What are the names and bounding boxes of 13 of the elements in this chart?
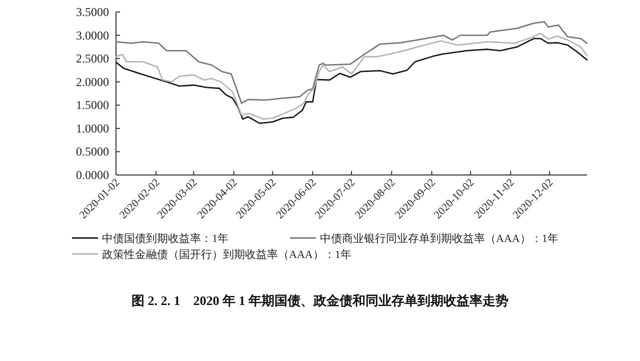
y-tick-label: 2.5000 [76, 52, 109, 66]
y-tick-label: 1.5000 [76, 98, 109, 112]
y-tick-label: 0.5000 [76, 144, 109, 159]
y-tick-label: 3.5000 [76, 5, 109, 19]
legend-label: 中债国债到期收益率：1年 [102, 232, 228, 245]
legend-label: 政策性金融债（国开行）到期收益率（AAA）：1年 [102, 248, 352, 261]
y-tick-label: 3.0000 [76, 28, 109, 42]
y-tick-label: 2.0000 [76, 74, 109, 89]
y-tick-label: 0.0000 [76, 168, 109, 182]
y-tick-label: 1.0000 [76, 121, 109, 136]
legend-label: 中债商业银行同业存单到期收益率（AAA）：1年 [320, 232, 558, 245]
text: 图 2. 2. 1 2020 年 1 年期国债、政金债和同业存单到期收益率走势 [132, 293, 508, 308]
line-series [115, 21, 588, 104]
